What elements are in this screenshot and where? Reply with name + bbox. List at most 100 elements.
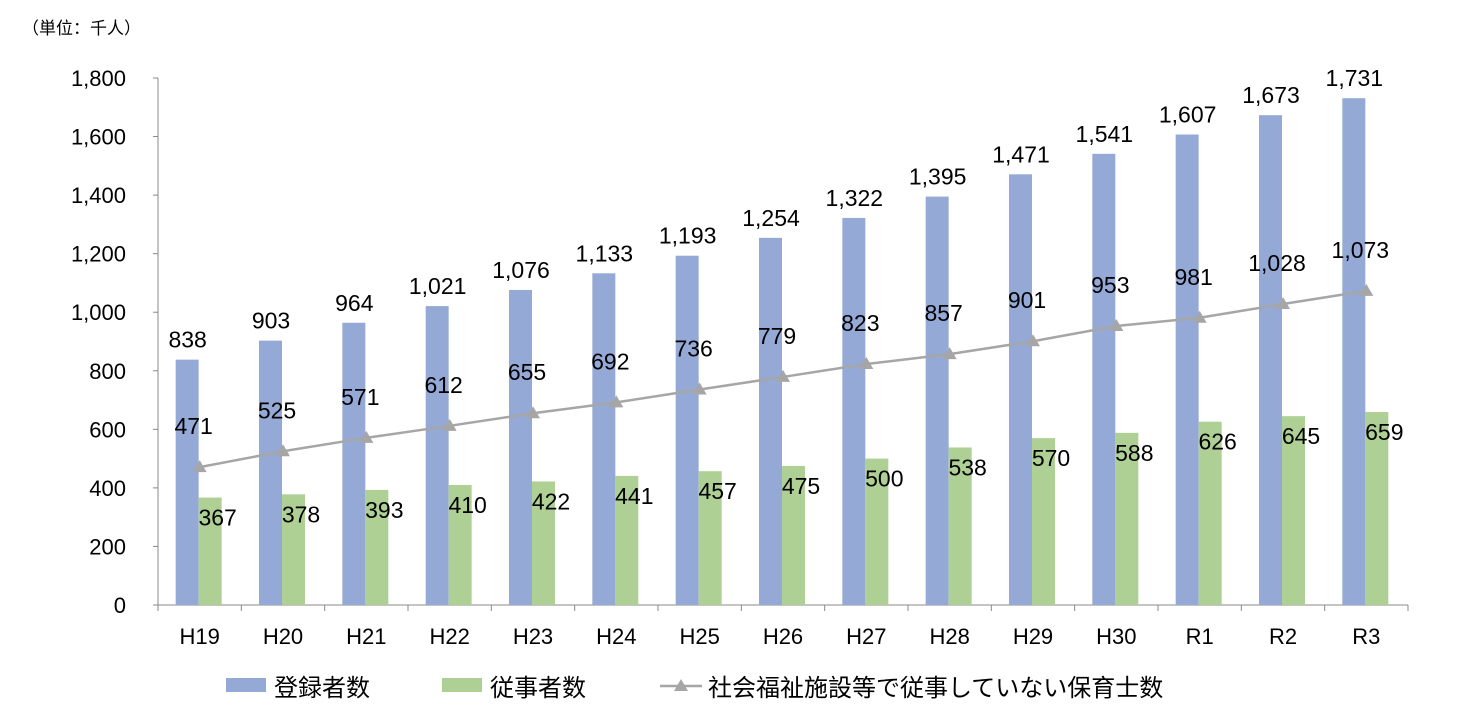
bar-employed <box>1282 416 1305 605</box>
line-marker <box>1192 310 1207 323</box>
bar-registered <box>1092 153 1116 605</box>
x-tick-label: H30 <box>1096 624 1136 649</box>
x-tick-label: H19 <box>179 624 219 649</box>
data-label-not-working: 655 <box>508 359 546 385</box>
x-tick-label: R1 <box>1186 624 1214 649</box>
data-label-not-working: 857 <box>924 300 962 326</box>
data-label-employed: 457 <box>698 478 736 504</box>
bar-employed <box>365 489 389 605</box>
x-tick-label: H21 <box>346 624 386 649</box>
y-tick-label: 400 <box>89 476 126 501</box>
bar-employed <box>1365 412 1389 605</box>
bar-registered <box>259 340 282 605</box>
line-marker <box>609 395 624 408</box>
bar-employed <box>448 484 472 605</box>
data-label-registered: 1,021 <box>409 273 467 299</box>
x-tick-label: H20 <box>263 624 303 649</box>
data-label-employed: 441 <box>615 483 653 509</box>
legend-label-not-working: 社会福祉施設等で従事していない保育士数 <box>708 675 1163 702</box>
legend-label-employed: 従事者数 <box>490 675 586 702</box>
data-label-registered: 1,395 <box>909 164 967 190</box>
line-marker <box>942 347 957 360</box>
line-marker <box>859 357 874 370</box>
data-label-registered: 1,607 <box>1159 102 1217 128</box>
y-tick-label: 200 <box>89 534 126 559</box>
data-label-not-working: 1,028 <box>1248 250 1306 276</box>
legend-swatch-employed <box>442 678 482 692</box>
bar-registered <box>509 289 532 605</box>
x-tick-label: H25 <box>679 624 719 649</box>
data-label-not-working: 1,073 <box>1332 237 1390 263</box>
data-label-not-working: 525 <box>258 397 296 423</box>
data-label-registered: 838 <box>168 327 206 353</box>
y-tick-label: 800 <box>89 359 126 384</box>
bar-registered <box>175 359 199 605</box>
line-marker <box>276 444 290 457</box>
bar-employed <box>615 475 639 605</box>
x-tick-label: H27 <box>846 624 886 649</box>
data-label-not-working: 612 <box>424 372 462 398</box>
legend-swatch-registered <box>226 678 266 692</box>
line-marker <box>359 430 374 443</box>
line-marker <box>192 460 207 473</box>
data-label-employed: 367 <box>198 505 236 531</box>
bar-registered <box>1009 174 1032 605</box>
data-label-registered: 1,541 <box>1076 121 1134 147</box>
bar-registered <box>759 237 782 605</box>
data-label-registered: 1,322 <box>826 185 884 211</box>
data-label-employed: 475 <box>782 473 820 499</box>
line-marker <box>1276 297 1290 310</box>
y-tick-label: 600 <box>89 417 126 442</box>
y-tick-label: 0 <box>114 593 126 618</box>
bar-registered <box>1175 134 1199 605</box>
unit-label: （単位：千人） <box>22 19 141 39</box>
y-tick-label: 1,400 <box>71 183 126 208</box>
x-tick-label: H28 <box>929 624 969 649</box>
bar-employed <box>782 465 805 605</box>
bar-employed <box>1198 421 1222 605</box>
data-label-registered: 903 <box>252 308 290 334</box>
line-marker <box>692 382 707 395</box>
x-tick-label: R2 <box>1269 624 1297 649</box>
legend-label-registered: 登録者数 <box>274 675 370 702</box>
bar-employed <box>198 497 222 605</box>
data-label-registered: 1,133 <box>576 240 634 266</box>
y-tick-label: 1,200 <box>71 242 126 267</box>
data-label-registered: 1,731 <box>1326 65 1384 91</box>
data-label-registered: 1,673 <box>1242 82 1300 108</box>
x-tick-label: H29 <box>1013 624 1053 649</box>
bar-employed <box>948 447 972 605</box>
data-label-registered: 1,193 <box>659 223 717 249</box>
y-tick-label: 1,000 <box>71 300 126 325</box>
legend-marker-not-working <box>674 679 688 691</box>
bar-registered <box>342 322 366 605</box>
x-tick-label: H22 <box>429 624 469 649</box>
data-label-not-working: 692 <box>591 348 629 374</box>
y-tick-label: 1,600 <box>71 125 126 150</box>
bar-registered <box>675 255 699 605</box>
x-tick-label: H24 <box>596 624 636 649</box>
data-label-registered: 1,076 <box>492 257 550 283</box>
bar-registered <box>1259 115 1282 606</box>
line-marker <box>776 369 790 382</box>
x-tick-label: R3 <box>1352 624 1380 649</box>
data-label-employed: 588 <box>1115 440 1153 466</box>
data-label-registered: 1,254 <box>742 205 800 231</box>
data-label-employed: 645 <box>1282 423 1320 449</box>
data-label-employed: 538 <box>948 454 986 480</box>
line-marker <box>1109 318 1124 331</box>
bar-employed <box>865 458 889 605</box>
x-tick-label: H26 <box>763 624 803 649</box>
data-label-employed: 378 <box>282 501 320 527</box>
data-label-not-working: 901 <box>1008 287 1046 313</box>
data-label-not-working: 823 <box>841 310 879 336</box>
bar-registered <box>925 196 949 605</box>
bar-employed <box>282 494 305 605</box>
bar-employed <box>532 481 555 605</box>
data-label-employed: 626 <box>1198 429 1236 455</box>
data-label-employed: 393 <box>365 497 403 523</box>
bar-registered <box>592 273 616 605</box>
data-label-not-working: 471 <box>174 413 212 439</box>
data-label-not-working: 953 <box>1091 272 1129 298</box>
